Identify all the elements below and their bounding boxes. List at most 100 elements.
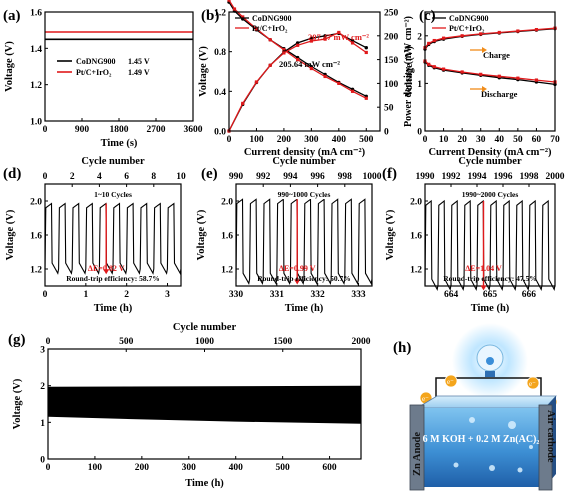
series-line-b (228, 32, 367, 132)
series-marker-b (296, 43, 300, 47)
f-ytick-label: 2.0 (410, 198, 422, 208)
series-marker-b (296, 58, 300, 62)
panel-label-d: (d) (3, 166, 21, 182)
d-x2tick-label: 0 (43, 172, 48, 182)
series-marker-b (227, 0, 231, 2)
f-ytick-label: 1.2 (410, 266, 422, 276)
series-line-c (424, 61, 556, 86)
panel-label-g: (g) (8, 332, 26, 348)
series-marker-b (337, 30, 341, 35)
annotation-c: Discharge (481, 89, 518, 99)
series-marker-b (323, 37, 327, 41)
g-x2tick-label: 2000 (352, 337, 371, 347)
d-ytick-label: 1.6 (30, 232, 42, 242)
series-marker-b (309, 66, 313, 71)
series-marker-b (241, 101, 245, 105)
cycles-label-bg-d (87, 189, 139, 199)
y-axis-label-g: Voltage (V) (12, 378, 23, 429)
g-x2tick-label: 1500 (273, 337, 292, 347)
x-axis-label-f: Time (h) (471, 303, 510, 314)
series-marker-b (282, 48, 286, 52)
g-ytick-label: 0 (40, 456, 45, 466)
series-marker-b (350, 41, 355, 45)
arrow-head-c (482, 47, 487, 53)
c-xtick-label: 30 (476, 135, 486, 145)
x2-axis-label-f: Cycle number (458, 156, 522, 167)
series-marker-b (364, 50, 368, 55)
b-ytick-label: 0.8 (214, 48, 226, 58)
plot-c-frame (424, 11, 556, 132)
series-marker-b (364, 96, 368, 100)
series-marker-c (534, 78, 539, 82)
b-right-ytick-label: 100 (384, 80, 399, 90)
battery-front-face (417, 408, 545, 487)
e-x2tick-label: 990 (229, 172, 244, 182)
series-marker-b (350, 89, 355, 93)
series-marker-b (241, 15, 245, 19)
a-xtick-label: 2700 (147, 125, 166, 135)
d-xtick-label: 1 (83, 290, 88, 300)
panel-f: (f) 664 665 666 1.2 1.6 2.0 1990 1992 1994 1996 199… (382, 156, 565, 314)
delta-e-e: ΔE=0.99 V (279, 264, 316, 273)
series-marker-c (497, 30, 501, 35)
delta-arrow-head-f (480, 285, 487, 291)
panel-e: (e) 330 331 332 333 1.2 1.6 2.0 990 992 994 996 998 1… (196, 156, 382, 314)
series-marker-b (254, 27, 259, 31)
b-right-ytick-label: 50 (384, 104, 394, 114)
x-axis-label-e: Time (h) (285, 303, 324, 314)
y-axis-label-b: Voltage (V) (198, 46, 209, 97)
series-marker-b (323, 74, 327, 79)
e-xtick-label: 333 (351, 290, 366, 300)
a-ytick-label: 1.6 (30, 9, 42, 19)
series-marker-c (497, 74, 501, 78)
e-ytick-label: 1.6 (221, 232, 233, 242)
b-xtick-label: 300 (304, 135, 319, 145)
b-xtick-label: 100 (249, 135, 264, 145)
legend-label-a: CoDNG900 (76, 57, 116, 66)
delta-arrow-head-e (294, 279, 301, 285)
b-right-ytick-label: 150 (384, 56, 399, 66)
bulb-core (486, 357, 494, 365)
series-marker-c (460, 70, 464, 74)
legend-label-b: CoDNG900 (252, 14, 292, 23)
series-marker-c (479, 32, 483, 36)
a-ytick-label: 1.2 (30, 81, 42, 91)
g-xtick-label: 500 (276, 463, 291, 473)
x-axis-label-b: Current density (mA cm⁻²) (244, 147, 366, 158)
g-x2tick-label: 1000 (195, 337, 214, 347)
series-marker-c (479, 72, 483, 76)
a-ytick-label: 1.4 (30, 45, 42, 55)
y-axis-label-a: Voltage (V) (4, 41, 15, 92)
plot-b-frame (228, 11, 381, 132)
series-marker-b (268, 63, 272, 67)
b-xtick-label: 400 (332, 135, 347, 145)
a-xtick-label: 900 (75, 125, 90, 135)
efficiency-d: Round-trip efficiency: 58.7% (66, 274, 160, 283)
panel-d: (d) 0 1 2 3 1.2 1.6 2.0 0 2 4 6 8 10 Cycle number Time … (3, 156, 186, 314)
panel-c: (c) 0 10 20 30 40 50 60 70 0 1 2 Current Density (mA… (404, 8, 560, 158)
f-x2tick-label: 1992 (442, 172, 461, 182)
c-xtick-label: 50 (513, 135, 523, 145)
series-marker-b (309, 39, 313, 43)
cycles-label-bg-f (464, 189, 516, 199)
panel-label-e: (e) (201, 166, 218, 182)
x-axis-label-g: Time (h) (185, 478, 224, 489)
series-marker-c (516, 29, 520, 33)
series-line-b (228, 31, 367, 132)
panel-label-f: (f) (382, 166, 397, 182)
cycles-label-e: 990~1000 Cycles (278, 190, 331, 199)
legend-label-a: Pt/C+IrO₂ (76, 68, 112, 77)
bubble-icons (453, 417, 533, 473)
c-xtick-label: 0 (423, 135, 428, 145)
f-xtick-label: 665 (483, 290, 498, 300)
series-marker-c (516, 76, 520, 80)
zn-anode-label: Zn Anode (412, 432, 423, 476)
panel-b: (b) 0 100 200 300 400 500 0.0 0.4 0.8 1.2 0 50 100 150… (198, 0, 414, 158)
d-xtick-label: 2 (124, 290, 129, 300)
series-marker-b (232, 7, 237, 11)
y-axis-label-d: Voltage (V) (5, 209, 16, 260)
zn-anode-plate (409, 404, 425, 491)
f-x2tick-label: 1996 (494, 172, 513, 182)
e-ytick-label: 1.2 (221, 266, 233, 276)
